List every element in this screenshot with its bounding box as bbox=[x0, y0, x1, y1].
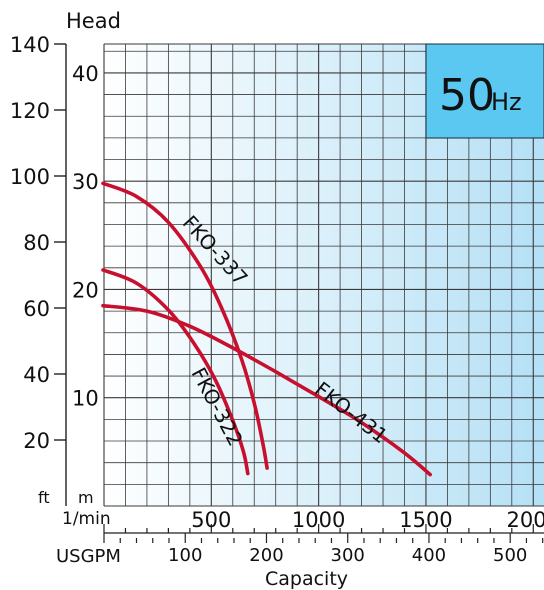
ft-tick-label: 40 bbox=[23, 363, 50, 387]
badge-main-text: 50 bbox=[439, 70, 495, 121]
usgpm-tick-label: 500 bbox=[493, 545, 527, 566]
m-unit-label: m bbox=[78, 488, 94, 507]
ft-axis: 20 40 60 80 100 120 140 bbox=[10, 33, 66, 453]
ft-tick-label: 140 bbox=[10, 33, 50, 57]
ft-tick-label: 60 bbox=[23, 297, 50, 321]
usgpm-tick-label: 100 bbox=[168, 545, 202, 566]
ft-tick-label: 20 bbox=[23, 429, 50, 453]
frequency-badge: 50 Hz bbox=[425, 43, 544, 139]
usgpm-unit-label: USGPM bbox=[56, 546, 121, 567]
m-tick-label: 30 bbox=[72, 170, 99, 194]
usgpm-tick-label: 400 bbox=[412, 545, 446, 566]
m-tick-label: 10 bbox=[72, 387, 99, 411]
usgpm-tick-label: 300 bbox=[331, 545, 365, 566]
ft-unit-label: ft bbox=[38, 488, 50, 507]
x-axis: 500100015002000100200300400500600 bbox=[103, 508, 544, 566]
curve-fko-337 bbox=[101, 181, 269, 470]
ft-tick-label: 100 bbox=[10, 165, 50, 189]
lmin-tick-label: 1000 bbox=[292, 508, 345, 532]
lmin-tick-label: 500 bbox=[191, 508, 231, 532]
lmin-unit-label: 1/min bbox=[62, 509, 111, 529]
m-axis: 10 20 30 40 bbox=[72, 62, 99, 411]
badge-unit-text: Hz bbox=[491, 88, 522, 116]
usgpm-tick-label: 200 bbox=[249, 545, 283, 566]
ft-tick-label: 80 bbox=[23, 231, 50, 255]
head-axis-title: Head bbox=[66, 9, 121, 33]
m-tick-label: 40 bbox=[72, 62, 99, 86]
curve-fko-322 bbox=[101, 268, 250, 476]
ft-tick-label: 120 bbox=[10, 99, 50, 123]
x-axis-title: Capacity bbox=[265, 568, 348, 590]
m-tick-label: 20 bbox=[72, 278, 99, 302]
lmin-tick-label: 1500 bbox=[399, 508, 452, 532]
curve-fko-431 bbox=[101, 303, 432, 477]
lmin-tick-label: 2000 bbox=[507, 508, 544, 532]
